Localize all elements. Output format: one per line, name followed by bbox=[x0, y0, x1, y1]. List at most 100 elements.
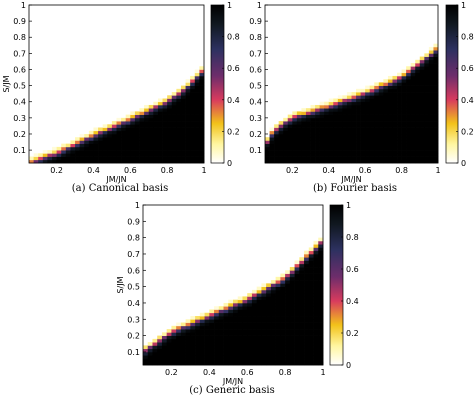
heatmap-cell bbox=[383, 85, 389, 90]
heatmap-cell bbox=[153, 137, 159, 141]
heatmap-cell bbox=[415, 140, 421, 144]
x-tick-label: 0.8 bbox=[395, 166, 408, 175]
heatmap-cell bbox=[88, 130, 94, 135]
heatmap-cell bbox=[365, 98, 371, 103]
heatmap-cell bbox=[360, 117, 366, 122]
heatmap-cell bbox=[428, 66, 434, 70]
heatmap-cell bbox=[166, 335, 172, 340]
heatmap-cell bbox=[167, 130, 173, 135]
heatmap-cell bbox=[275, 338, 281, 343]
heatmap-cell bbox=[266, 332, 272, 336]
heatmap-cell bbox=[415, 104, 421, 109]
heatmap-cell bbox=[304, 319, 310, 323]
heatmap-cell bbox=[406, 69, 412, 74]
heatmap-cell bbox=[289, 276, 295, 281]
heatmap-cell bbox=[84, 140, 90, 144]
heatmap-cell bbox=[204, 361, 210, 366]
heatmap-cell bbox=[125, 146, 131, 151]
heatmap-cell bbox=[304, 299, 310, 304]
heatmap-cell bbox=[289, 316, 295, 320]
heatmap-cell bbox=[392, 85, 398, 90]
heatmap-cell bbox=[406, 82, 412, 86]
heatmap-cell bbox=[419, 133, 425, 138]
heatmap-cell bbox=[305, 127, 311, 132]
heatmap-cell bbox=[346, 130, 352, 135]
heatmap-cell bbox=[270, 332, 276, 336]
heatmap-cell bbox=[144, 108, 150, 112]
heatmap-cell bbox=[190, 156, 196, 161]
heatmap-cell bbox=[319, 137, 325, 141]
heatmap-cell bbox=[261, 345, 267, 350]
heatmap-cell bbox=[148, 143, 154, 148]
heatmap-cell bbox=[305, 114, 311, 119]
heatmap-cell bbox=[301, 130, 307, 135]
heatmap-cell bbox=[233, 299, 239, 304]
heatmap-cell bbox=[387, 79, 393, 83]
heatmap-cell bbox=[428, 159, 434, 164]
heatmap-cell bbox=[308, 296, 314, 301]
heatmap-cell bbox=[247, 296, 253, 301]
x-tick-label: 0.2 bbox=[165, 368, 178, 377]
heatmap-cell bbox=[144, 127, 150, 132]
heatmap-cell bbox=[265, 143, 270, 148]
heatmap-cell bbox=[171, 358, 177, 363]
heatmap-cell bbox=[199, 329, 205, 333]
heatmap-cell bbox=[261, 355, 267, 359]
heatmap-cell bbox=[333, 114, 339, 119]
heatmap-cell bbox=[139, 130, 145, 135]
heatmap-cell bbox=[278, 133, 284, 138]
heatmap-cell bbox=[346, 92, 352, 96]
heatmap-cell bbox=[185, 98, 191, 103]
heatmap-cell bbox=[424, 108, 430, 112]
heatmap-cell bbox=[185, 140, 191, 144]
colorbar-gradient bbox=[210, 4, 225, 164]
heatmap-cell bbox=[285, 325, 291, 330]
heatmap-cell bbox=[308, 358, 314, 363]
heatmap-cell bbox=[356, 92, 361, 96]
heatmap-cell bbox=[242, 335, 248, 340]
heatmap-cell bbox=[233, 322, 239, 327]
y-tick-label: 0.8 bbox=[127, 234, 140, 243]
heatmap-cell bbox=[319, 153, 325, 157]
heatmap-cell bbox=[233, 329, 239, 333]
heatmap-cell bbox=[171, 104, 177, 109]
heatmap-cell bbox=[195, 335, 201, 340]
heatmap-cell bbox=[171, 351, 177, 356]
heatmap-cell bbox=[199, 322, 205, 327]
heatmap-cell bbox=[415, 153, 421, 157]
heatmap-cell bbox=[280, 355, 286, 359]
heatmap-cell bbox=[180, 111, 186, 115]
heatmap-cell bbox=[428, 156, 434, 161]
heatmap-cell bbox=[157, 143, 163, 148]
heatmap-cell bbox=[116, 146, 122, 151]
heatmap-cell bbox=[378, 140, 384, 144]
heatmap-cell bbox=[228, 299, 234, 304]
heatmap-cell bbox=[176, 348, 182, 353]
heatmap-cell bbox=[242, 306, 248, 310]
heatmap-cell bbox=[242, 342, 248, 346]
heatmap-cell bbox=[292, 121, 298, 125]
heatmap-cell bbox=[433, 108, 439, 112]
heatmap-cell bbox=[261, 299, 267, 304]
heatmap-cell bbox=[161, 345, 168, 350]
heatmap-cell bbox=[180, 121, 186, 125]
heatmap-cell bbox=[356, 124, 361, 128]
heatmap-cell bbox=[251, 322, 258, 327]
heatmap-cell bbox=[424, 85, 430, 90]
heatmap-cell bbox=[214, 335, 220, 340]
heatmap-cell bbox=[185, 153, 191, 157]
heatmap-cell bbox=[369, 104, 375, 109]
heatmap-cell bbox=[199, 355, 205, 359]
heatmap-cell bbox=[233, 355, 239, 359]
heatmap-cell bbox=[337, 137, 343, 141]
heatmap-cell bbox=[152, 348, 158, 353]
heatmap-cell bbox=[237, 296, 243, 301]
heatmap-cell bbox=[233, 345, 239, 350]
heatmap-cell bbox=[125, 130, 131, 135]
heatmap-cell bbox=[310, 124, 316, 128]
heatmap-cell bbox=[195, 345, 201, 350]
heatmap-cell bbox=[424, 133, 430, 138]
heatmap-cell bbox=[397, 153, 402, 157]
colorbar-tick-label: 0.2 bbox=[227, 127, 240, 136]
heatmap-cell bbox=[171, 127, 177, 132]
